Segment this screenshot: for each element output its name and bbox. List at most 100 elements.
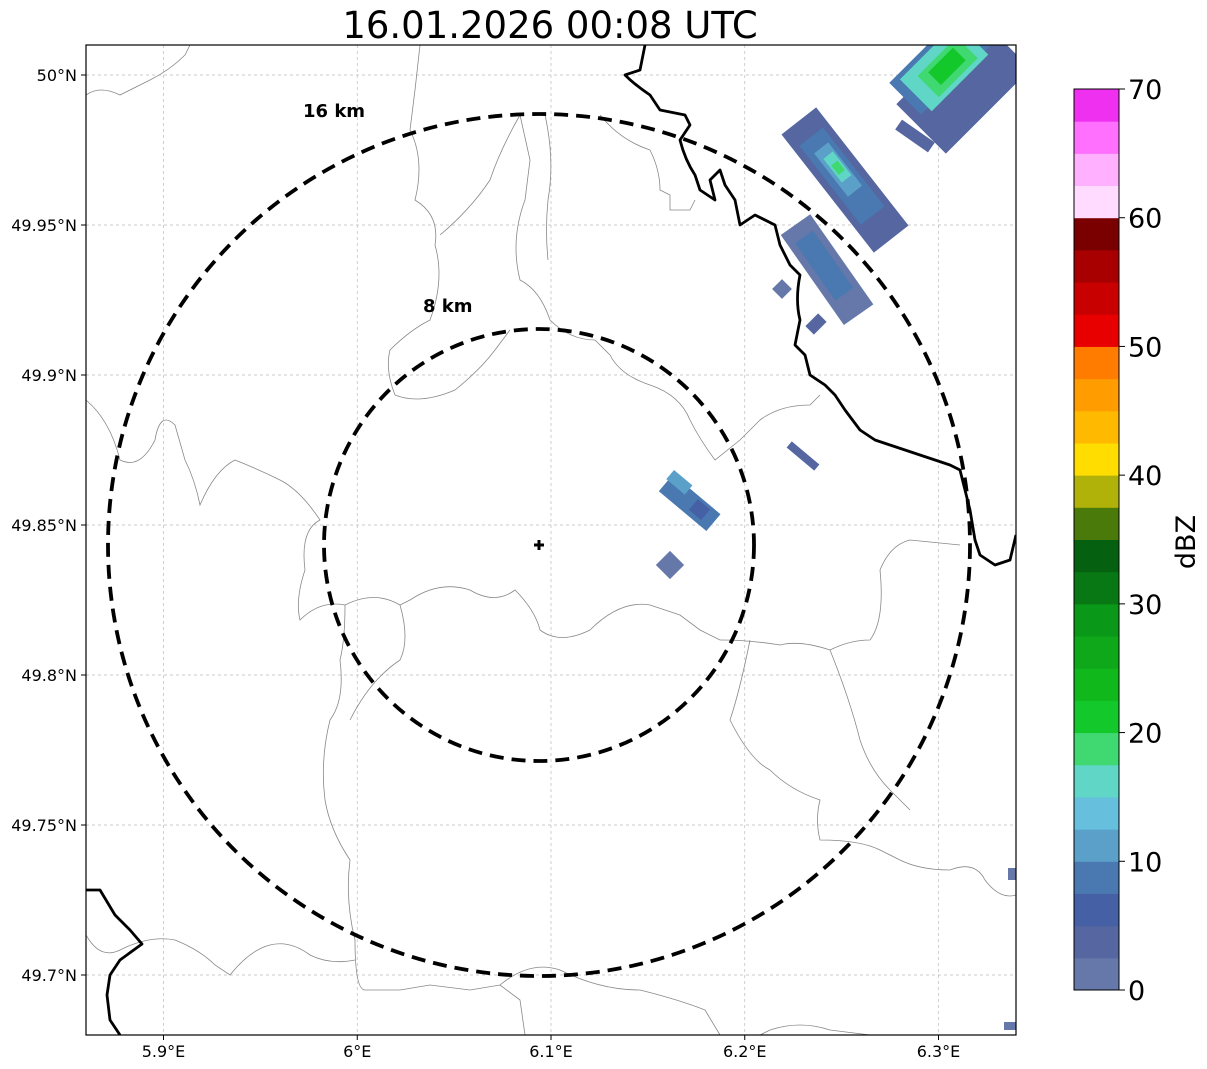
boundary-line xyxy=(86,399,721,641)
boundary-line xyxy=(86,934,356,976)
range-ring-label-8km: 8 km xyxy=(423,296,473,317)
lat-tick-label: 49.85°N xyxy=(11,516,77,535)
range-ring-8km xyxy=(322,327,756,763)
colorbar-segment xyxy=(1074,925,1119,959)
colorbar-segment xyxy=(1074,829,1119,862)
radar-echo-blob xyxy=(655,550,685,580)
colorbar-segment xyxy=(1074,185,1119,219)
echo-pixel xyxy=(1004,1022,1016,1030)
lon-tick-label: 5.9°E xyxy=(142,1042,186,1061)
range-ring-label-16km: 16 km xyxy=(303,101,365,122)
colorbar-segment xyxy=(1074,89,1119,122)
colorbar-tick-label: 0 xyxy=(1128,976,1145,1007)
echo-pixel xyxy=(831,160,845,175)
colorbar-segment xyxy=(1074,314,1119,347)
colorbar-segment xyxy=(1074,121,1119,154)
colorbar-segment xyxy=(1074,249,1119,283)
boundary-line xyxy=(322,604,526,1035)
lat-tick-label: 49.7°N xyxy=(21,966,77,985)
echo-pixel xyxy=(928,47,966,86)
echo-pixel xyxy=(805,313,827,335)
colorbar-segment xyxy=(1074,700,1119,734)
lat-tick-label: 49.9°N xyxy=(21,366,77,385)
lat-tick-label: 50°N xyxy=(37,66,77,85)
colorbar-tick-label: 20 xyxy=(1128,719,1162,750)
colorbar-segment xyxy=(1074,636,1119,669)
range-rings xyxy=(106,112,972,978)
boundary-line xyxy=(599,114,696,211)
radar-echo-cell-inner xyxy=(658,469,721,532)
border-line xyxy=(86,888,144,1035)
boundary-line xyxy=(739,394,821,441)
colorbar-tick-label: 70 xyxy=(1128,75,1162,106)
colorbar-tick-label: 40 xyxy=(1128,461,1162,492)
radar-echo-cell-band xyxy=(781,107,909,253)
echo-pixel xyxy=(666,469,693,495)
colorbar-segment xyxy=(1074,796,1119,830)
boundary-line xyxy=(439,114,521,236)
boundary-line xyxy=(349,604,406,721)
colorbar-segment xyxy=(1074,732,1119,766)
boundary-line xyxy=(544,114,552,261)
colorbar-segment xyxy=(1074,603,1119,637)
lon-tick-label: 6.3°E xyxy=(917,1042,961,1061)
colorbar-tick-label: 10 xyxy=(1128,847,1162,878)
echo-pixel xyxy=(1008,868,1016,880)
boundary-line xyxy=(729,639,1016,897)
echo-pixel xyxy=(688,499,711,521)
lat-tick-label: 49.95°N xyxy=(11,216,77,235)
radar-echo-cell-band-south xyxy=(780,214,874,326)
lat-tick-label: 49.75°N xyxy=(11,816,77,835)
colorbar-segment xyxy=(1074,668,1119,701)
boundary-line xyxy=(719,539,961,651)
colorbar xyxy=(1074,89,1119,991)
boundary-line xyxy=(759,1024,871,1035)
colorbar-segment xyxy=(1074,442,1119,476)
colorbar-tick-label: 60 xyxy=(1128,204,1162,235)
range-ring-16km xyxy=(106,112,972,978)
boundary-line xyxy=(86,45,191,96)
colorbar-tick-labels: 0 10 20 30 40 50 60 70 xyxy=(1119,75,1162,1007)
radar-echo-cell-ne xyxy=(889,45,1016,154)
colorbar-segment xyxy=(1074,217,1119,251)
colorbar-segment xyxy=(1074,539,1119,573)
lat-tick-label: 49.8°N xyxy=(21,666,77,685)
echo-pixel xyxy=(895,119,935,153)
colorbar-segment xyxy=(1074,893,1119,927)
lon-tick-label: 6.2°E xyxy=(723,1042,767,1061)
colorbar-segment xyxy=(1074,957,1119,991)
echo-pixel xyxy=(772,279,792,299)
regional-boundaries xyxy=(86,45,1016,1035)
colorbar-segment xyxy=(1074,410,1119,444)
boundary-line xyxy=(387,45,511,400)
boundary-line xyxy=(515,114,741,461)
colorbar-label: dBZ xyxy=(1171,515,1202,569)
longitude-tick-labels: 5.9°E 6°E 6.1°E 6.2°E 6.3°E xyxy=(142,1035,961,1061)
boundary-line xyxy=(499,966,721,1035)
radar-echoes xyxy=(655,45,1016,1030)
colorbar-frame xyxy=(1073,88,1120,991)
colorbar-segment xyxy=(1074,764,1119,798)
echo-pixel xyxy=(795,230,854,301)
lon-tick-label: 6°E xyxy=(343,1042,371,1061)
lon-tick-label: 6.1°E xyxy=(529,1042,573,1061)
colorbar-segment xyxy=(1074,571,1119,605)
national-border xyxy=(86,45,1016,1035)
latitude-tick-labels: 50°N 49.95°N 49.9°N 49.85°N 49.8°N 49.75°N 49.… xyxy=(11,66,86,985)
colorbar-segment xyxy=(1074,378,1119,412)
colorbar-segment xyxy=(1074,507,1119,540)
colorbar-segment xyxy=(1074,861,1119,894)
echo-pixel xyxy=(896,45,1016,154)
boundary-line xyxy=(829,649,911,811)
colorbar-tick-label: 30 xyxy=(1128,590,1162,621)
echo-pixel xyxy=(658,474,721,532)
radar-center-marker xyxy=(534,540,544,550)
border-line xyxy=(623,45,1016,567)
colorbar-segment xyxy=(1074,475,1119,508)
gridlines xyxy=(86,45,1016,1035)
map-title: 16.01.2026 00:08 UTC xyxy=(342,4,758,47)
radar-echo-streak xyxy=(786,441,820,471)
colorbar-tick-label: 50 xyxy=(1128,332,1162,363)
colorbar-segment xyxy=(1074,153,1119,187)
